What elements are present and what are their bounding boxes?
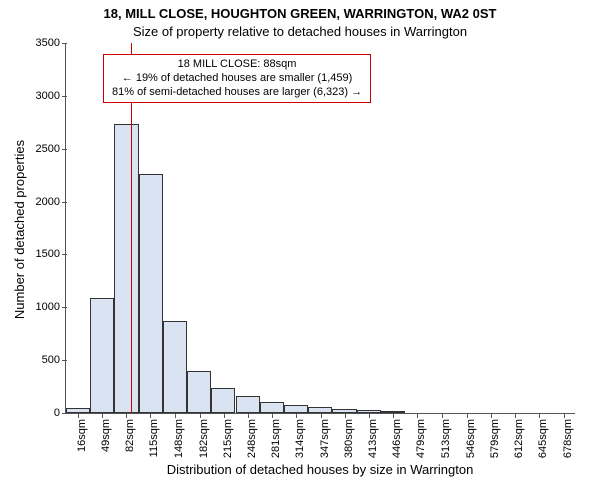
x-tick: 148sqm bbox=[173, 380, 185, 419]
info-box-line: 18 MILL CLOSE: 88sqm bbox=[112, 58, 362, 72]
y-axis-label-text: Number of detached properties bbox=[13, 139, 28, 318]
x-tick: 579sqm bbox=[489, 380, 501, 419]
x-tick: 49sqm bbox=[100, 386, 112, 419]
info-box: 18 MILL CLOSE: 88sqm← 19% of detached ho… bbox=[103, 54, 371, 103]
y-tick: 2000 bbox=[36, 196, 66, 208]
x-tick: 612sqm bbox=[513, 380, 525, 419]
info-box-line: ← 19% of detached houses are smaller (1,… bbox=[112, 72, 362, 86]
x-tick: 479sqm bbox=[415, 380, 427, 419]
x-tick: 678sqm bbox=[562, 380, 574, 419]
y-tick: 3000 bbox=[36, 90, 66, 102]
x-tick: 645sqm bbox=[537, 380, 549, 419]
x-tick: 215sqm bbox=[222, 380, 234, 419]
x-tick: 281sqm bbox=[270, 380, 282, 419]
x-tick: 380sqm bbox=[343, 380, 355, 419]
x-tick: 347sqm bbox=[319, 380, 331, 419]
chart-container: 18, MILL CLOSE, HOUGHTON GREEN, WARRINGT… bbox=[0, 0, 600, 500]
y-tick: 500 bbox=[42, 354, 66, 366]
x-tick: 546sqm bbox=[465, 380, 477, 419]
y-tick: 3500 bbox=[36, 37, 66, 49]
y-tick: 1500 bbox=[36, 248, 66, 260]
x-tick: 16sqm bbox=[76, 386, 88, 419]
histogram-bar bbox=[139, 174, 163, 413]
y-tick: 1000 bbox=[36, 301, 66, 313]
x-tick: 446sqm bbox=[391, 380, 403, 419]
y-axis-label: Number of detached properties bbox=[12, 44, 28, 414]
y-tick: 2500 bbox=[36, 143, 66, 155]
info-box-line: 81% of semi-detached houses are larger (… bbox=[112, 86, 362, 100]
x-tick: 115sqm bbox=[148, 381, 160, 419]
x-tick: 182sqm bbox=[198, 380, 210, 419]
x-tick: 82sqm bbox=[124, 386, 136, 419]
x-tick: 314sqm bbox=[294, 380, 306, 419]
x-tick: 513sqm bbox=[440, 380, 452, 419]
x-tick: 248sqm bbox=[246, 380, 258, 419]
x-tick: 413sqm bbox=[367, 380, 379, 419]
y-tick: 0 bbox=[54, 407, 66, 419]
histogram-bar bbox=[114, 124, 138, 413]
x-axis-label: Distribution of detached houses by size … bbox=[65, 462, 575, 477]
chart-title-sub: Size of property relative to detached ho… bbox=[0, 24, 600, 39]
chart-title-main: 18, MILL CLOSE, HOUGHTON GREEN, WARRINGT… bbox=[0, 6, 600, 21]
